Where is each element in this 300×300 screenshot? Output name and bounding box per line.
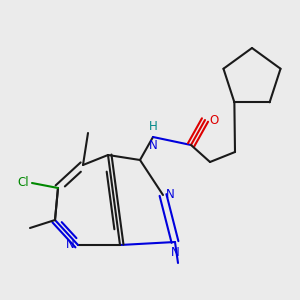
Text: N: N [66,238,75,251]
Text: N: N [166,188,175,202]
Text: N: N [171,246,179,259]
Text: N: N [148,139,158,152]
Text: O: O [209,113,218,127]
Text: Cl: Cl [17,176,29,190]
Text: H: H [148,120,158,133]
